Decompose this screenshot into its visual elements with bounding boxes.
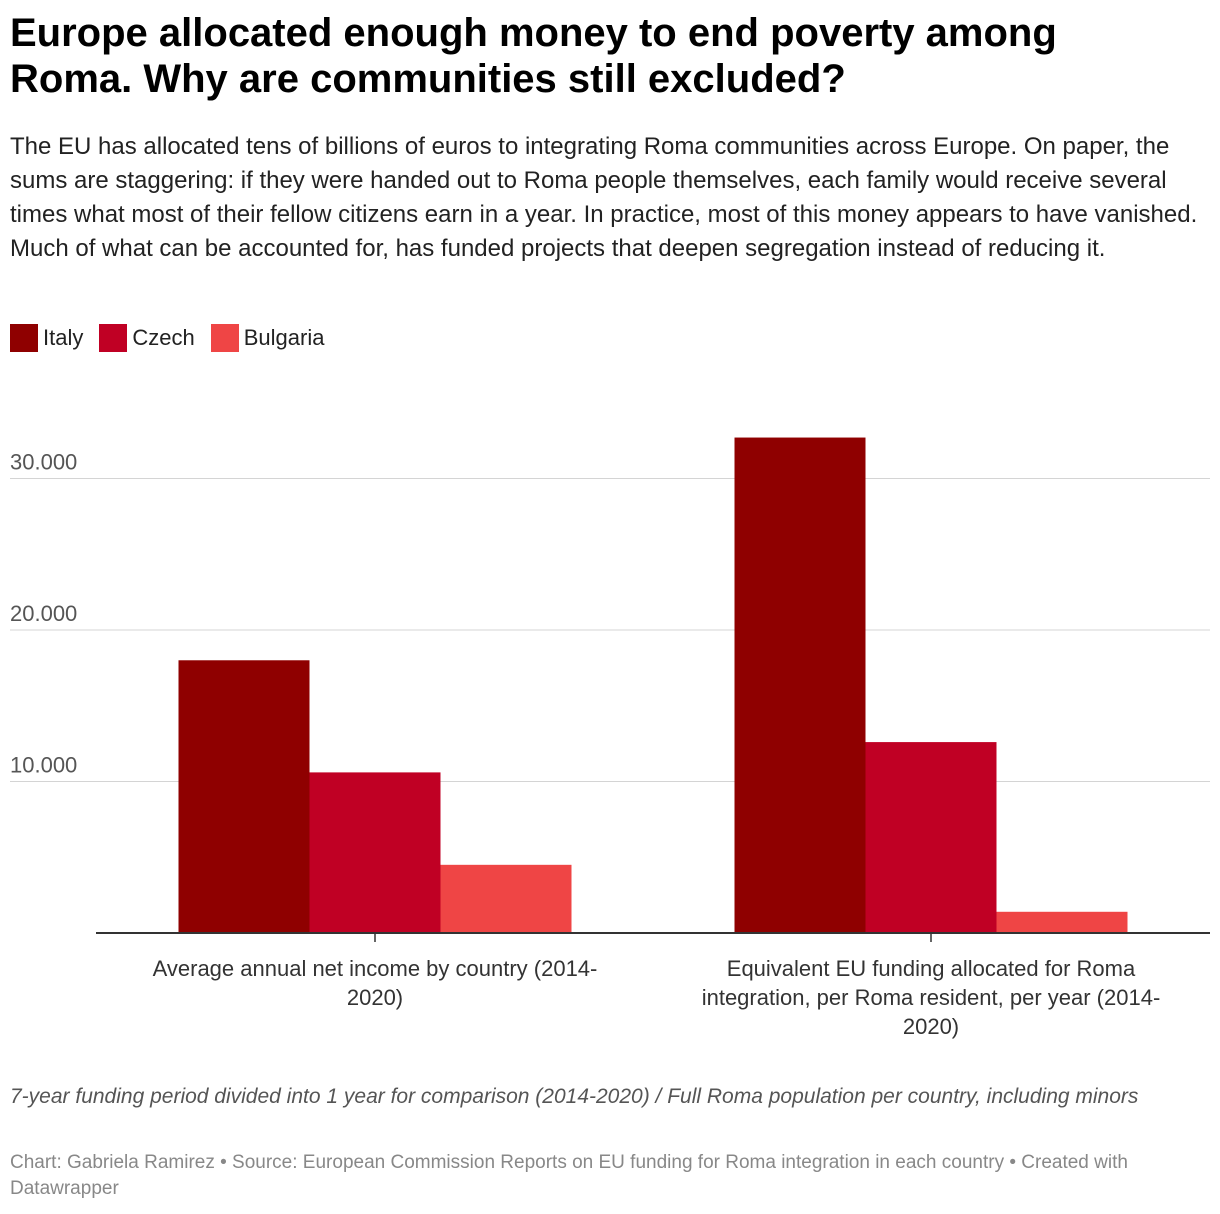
- chart-subtitle: The EU has allocated tens of billions of…: [10, 133, 1198, 262]
- chart-title: Europe allocated enough money to end pov…: [10, 11, 1057, 101]
- legend-item-czech: Czech: [99, 324, 195, 352]
- legend-swatch-czech: [99, 324, 128, 352]
- x-category-label-line: Equivalent EU funding allocated for Roma: [727, 956, 1136, 981]
- legend-label-italy: Italy: [43, 325, 84, 350]
- y-tick-label: 10.000: [10, 752, 77, 777]
- x-category-label-line: 2020): [347, 985, 403, 1010]
- legend-item-bulgaria: Bulgaria: [210, 324, 325, 352]
- legend-item-italy: Italy: [10, 324, 83, 352]
- x-category-label-line: 2020): [903, 1014, 959, 1039]
- legend: Italy Czech Bulgaria: [10, 324, 324, 352]
- legend-swatch-italy: [10, 324, 38, 352]
- bar-bulgaria-1: [996, 911, 1128, 933]
- legend-label-czech: Czech: [132, 325, 195, 350]
- chart-footer: Chart: Gabriela Ramirez • Source: Europe…: [10, 1152, 1128, 1199]
- bar-bulgaria-0: [440, 864, 572, 933]
- x-category-label: Equivalent EU funding allocated for Roma…: [702, 956, 1161, 1039]
- chart-note: 7-year funding period divided into 1 yea…: [10, 1085, 1139, 1108]
- x-category-label-line: integration, per Roma resident, per year…: [702, 985, 1161, 1010]
- x-category-label-line: Average annual net income by country (20…: [153, 956, 598, 981]
- y-tick-label: 30.000: [10, 449, 77, 474]
- x-category-label: Average annual net income by country (20…: [153, 956, 598, 1010]
- legend-swatch-bulgaria: [210, 324, 239, 352]
- y-tick-label: 20.000: [10, 601, 77, 626]
- bar-chart: 10.000 20.000 30.000 Average annual net inc…: [10, 437, 1210, 1039]
- bar-czech-1: [865, 742, 997, 933]
- bar-italy-0: [178, 660, 310, 933]
- bar-italy-1: [734, 437, 866, 933]
- legend-label-bulgaria: Bulgaria: [243, 325, 325, 350]
- bar-czech-0: [309, 772, 441, 933]
